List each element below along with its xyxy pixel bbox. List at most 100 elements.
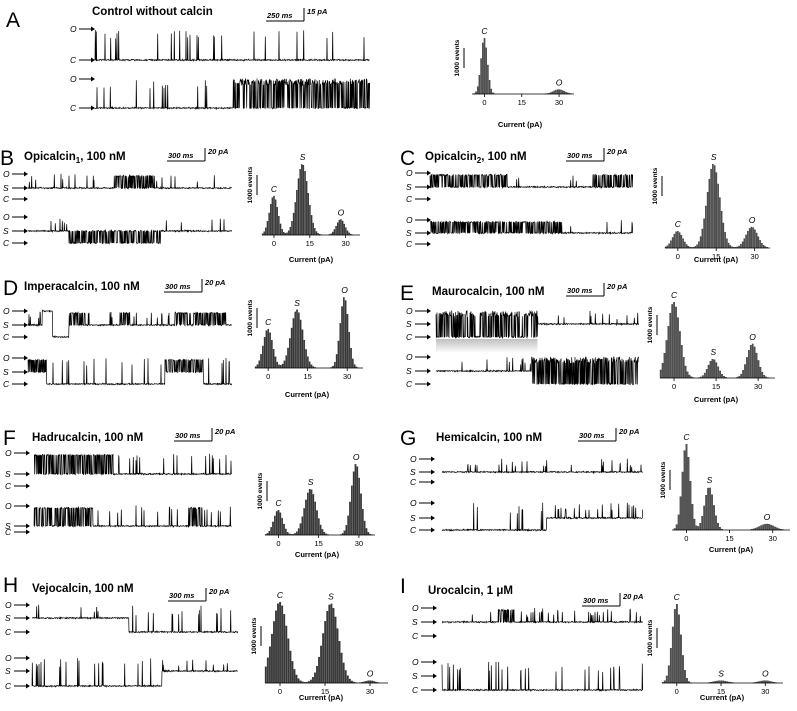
time-scale-label: 300 ms <box>169 591 194 600</box>
histogram-bar <box>324 621 326 683</box>
histogram-bar <box>719 198 720 248</box>
time-scale-label: 300 ms <box>583 596 608 605</box>
histogram-bar <box>282 229 283 235</box>
state-label: C <box>406 332 413 342</box>
histogram-bar <box>347 314 348 368</box>
histogram-bar <box>342 221 343 235</box>
peak-label: S <box>707 475 713 485</box>
histogram-bar <box>742 242 743 248</box>
state-label: S <box>406 319 412 329</box>
histogram-bar <box>295 202 296 235</box>
state-label: S <box>406 366 412 376</box>
arrow-head <box>24 356 28 361</box>
arrow-head <box>26 616 30 621</box>
x-tick-label: 0 <box>278 687 282 696</box>
x-tick-label: 30 <box>761 687 769 696</box>
histogram-bar <box>774 527 775 530</box>
state-label: O <box>5 501 12 511</box>
histogram-bar <box>716 173 717 248</box>
histogram-bar <box>314 228 315 235</box>
histogram-bar <box>340 219 341 235</box>
histogram-bar <box>747 231 748 248</box>
histogram-bar <box>676 232 677 248</box>
arrow-head <box>26 669 30 674</box>
time-scale-label: 300 ms <box>579 431 604 440</box>
histogram-bar <box>681 235 682 248</box>
histogram-bar <box>718 367 719 378</box>
histogram-bar <box>304 340 305 368</box>
arrow-head <box>427 309 431 314</box>
histogram-bar <box>327 611 329 683</box>
histogram-bar <box>271 527 272 535</box>
panel-letter: F <box>3 427 16 450</box>
histogram-bar <box>758 360 759 378</box>
trace <box>28 310 232 337</box>
histogram-bar <box>313 223 314 235</box>
histogram-bar <box>268 329 269 368</box>
panel-title: Urocalcin, 1 μM <box>428 585 513 597</box>
histogram-bar <box>296 310 297 368</box>
trace <box>28 358 232 385</box>
histogram-bar <box>283 524 284 535</box>
histogram-bar <box>760 240 761 248</box>
state-label: C <box>412 631 419 641</box>
panel-letter: D <box>3 277 18 300</box>
arrow-head <box>24 172 28 177</box>
current-scale-label: 15 pA <box>307 7 327 16</box>
histogram-bar <box>752 344 753 378</box>
histogram-bar <box>761 243 762 248</box>
peak-label: S <box>711 152 717 162</box>
x-tick-label: 15 <box>725 534 733 543</box>
x-tick-label: 0 <box>676 252 680 261</box>
y-scale-label: 1000 events <box>247 299 254 336</box>
histogram-bar <box>477 87 478 94</box>
histogram-bar <box>300 169 301 235</box>
y-scale-label: 1000 events <box>251 617 258 654</box>
arrow-head <box>427 382 431 387</box>
state-label: C <box>406 194 413 204</box>
histogram-bar <box>351 486 352 535</box>
peak-label: S <box>300 152 306 162</box>
histogram-bar <box>705 495 706 530</box>
histogram-bar <box>489 80 490 94</box>
histogram-bar <box>344 531 345 535</box>
histogram-bar <box>713 505 714 530</box>
x-tick-label: 0 <box>675 687 679 696</box>
histogram-bar <box>314 673 316 683</box>
histogram-bar <box>704 373 705 378</box>
panel-title: Opicalcin2, 100 nM <box>425 151 527 165</box>
histogram-bar <box>669 244 670 248</box>
histogram-bar <box>337 223 338 235</box>
histogram-bar <box>303 165 304 235</box>
state-label: O <box>3 306 10 316</box>
histogram-bar <box>686 444 687 530</box>
state-label: S <box>3 320 9 330</box>
histogram-bar <box>318 519 319 535</box>
peak-label: C <box>675 219 682 229</box>
arrow-head <box>26 684 30 689</box>
histogram-bar <box>705 206 706 248</box>
histogram-bar <box>311 490 312 535</box>
histogram-bar <box>355 464 356 535</box>
state-label: S <box>406 182 412 192</box>
histogram-bar <box>269 647 271 683</box>
histogram-bar <box>704 219 705 248</box>
histogram-bar <box>345 228 346 235</box>
histogram-bar <box>334 362 335 368</box>
peak-label: C <box>265 317 272 327</box>
current-scale-label: 20 pA <box>214 427 235 436</box>
histogram-bar <box>753 228 754 248</box>
histogram-bar <box>283 232 284 235</box>
trace <box>442 662 643 691</box>
histogram-bar <box>279 602 281 683</box>
state-label: O <box>70 74 77 84</box>
histogram-bar <box>770 525 771 530</box>
peak-label: O <box>338 207 345 217</box>
state-label: C <box>5 681 12 691</box>
state-label: S <box>3 226 9 236</box>
histogram-bar <box>310 680 312 683</box>
current-scale-label: 20 pA <box>207 147 228 156</box>
state-label: O <box>412 657 419 667</box>
